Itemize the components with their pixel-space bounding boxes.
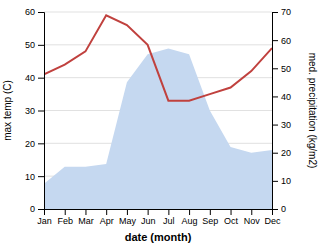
x-axis-tick-label: Nov xyxy=(244,216,261,226)
y2-axis-tick-mark xyxy=(272,12,278,13)
x-axis-tick: Apr xyxy=(100,209,114,226)
x-axis-tick: Aug xyxy=(182,209,198,226)
plot: JanFebMarAprMayJunJulAugSepOctNovDec0102… xyxy=(25,7,291,226)
y2-axis-tick-mark xyxy=(272,153,278,154)
y2-axis-tick-label: 50 xyxy=(281,64,291,74)
y2-axis-line xyxy=(273,13,279,210)
y2-axis-tick-mark xyxy=(272,40,278,41)
x-axis-tick-label: Jun xyxy=(141,216,156,226)
y-axis-tick-mark xyxy=(38,12,44,13)
x-axis-tick: Feb xyxy=(57,209,73,226)
x-axis-tick-label: Jan xyxy=(37,216,52,226)
line xyxy=(44,15,272,100)
y2-axis-tick: 0 xyxy=(272,204,286,214)
y2-axis-tick: 20 xyxy=(272,148,291,158)
chart-container: JanFebMarAprMayJunJulAugSepOctNovDec0102… xyxy=(0,0,318,247)
y-axis-tick-label: 50 xyxy=(25,40,35,50)
x-axis-tick-mark xyxy=(127,209,128,215)
x-axis: Jan Feb Mar Apr May Jun Jul Aug Sep Oct NovDec xyxy=(37,209,281,226)
y2-axis-tick-mark xyxy=(272,125,278,126)
y2-axis-tick-label: 40 xyxy=(281,92,291,102)
x-axis-tick-label: May xyxy=(119,216,137,226)
y-axis-tick-label: 40 xyxy=(25,73,35,83)
x-axis-tick: Oct xyxy=(224,209,239,226)
y2-axis-tick-label: 20 xyxy=(281,148,291,158)
x-axis-tick: Jul xyxy=(163,209,175,226)
y-axis-tick: 20 xyxy=(25,139,44,149)
y-axis-tick: 60 xyxy=(25,7,44,17)
x-axis-tick-label: Feb xyxy=(57,216,73,226)
y-axis-tick-label: 60 xyxy=(25,7,35,17)
x-axis-tick-label: Jul xyxy=(163,216,175,226)
y2-axis-tick-mark xyxy=(272,68,278,69)
x-axis-tick: Jan xyxy=(37,209,52,226)
x-axis-line xyxy=(45,210,273,216)
y2-axis-tick-label: 0 xyxy=(281,204,286,214)
y-axis-tick-mark xyxy=(38,78,44,79)
x-axis-tick-mark xyxy=(65,209,66,215)
x-axis-tick: Sep xyxy=(202,209,218,226)
y-axis-tick: 40 xyxy=(25,73,44,83)
x-axis-tick: May xyxy=(119,209,137,226)
x-axis-tick-mark xyxy=(148,209,149,215)
y2-axis-tick-mark xyxy=(272,209,278,210)
x-axis-tick-mark xyxy=(189,209,190,215)
x-axis-title: date (month) xyxy=(125,231,192,243)
y-axis-tick-label: 0 xyxy=(30,204,35,214)
x-axis-tick-label: Mar xyxy=(78,216,94,226)
y-axis-line xyxy=(38,13,45,210)
x-axis-tick-label: Oct xyxy=(224,216,239,226)
y2-axis-tick: 70 xyxy=(272,7,291,17)
y2-axis-tick-label: 10 xyxy=(281,176,291,186)
y-axis-tick: 30 xyxy=(25,106,44,116)
x-axis-tick-label: Sep xyxy=(202,216,218,226)
y-axis-tick-mark xyxy=(38,45,44,46)
y-axis-tick-mark xyxy=(38,143,44,144)
x-axis-tick-mark xyxy=(231,209,232,215)
x-axis-tick: Mar xyxy=(78,209,94,226)
y2-axis-tick-mark xyxy=(272,96,278,97)
x-axis-tick-mark xyxy=(251,209,252,215)
y-axis-tick-label: 20 xyxy=(25,139,35,149)
grid-line xyxy=(44,44,272,45)
y-axis-tick-label: 10 xyxy=(25,172,35,182)
y2-axis-tick: 50 xyxy=(272,64,291,74)
grid-line xyxy=(44,12,272,13)
x-axis-tick-mark xyxy=(106,209,107,215)
x-axis-tick-mark xyxy=(210,209,211,215)
y2-axis-tick: 40 xyxy=(272,92,291,102)
x-axis-tick-label: Aug xyxy=(182,216,198,226)
grid xyxy=(44,12,272,209)
x-axis-tick-mark xyxy=(168,209,169,215)
x-axis-tick: Jun xyxy=(141,209,156,226)
chart-svg: JanFebMarAprMayJunJulAugSepOctNovDec0102… xyxy=(0,0,318,247)
x-axis-tick-label: Dec xyxy=(264,216,281,226)
y2-axis-tick: 60 xyxy=(272,36,291,46)
marks xyxy=(44,15,272,209)
y2-axis-tick-label: 70 xyxy=(281,7,291,17)
y-axis-tick-mark xyxy=(38,176,44,177)
y-axis-tick: 50 xyxy=(25,40,44,50)
y2-axis-tick: 30 xyxy=(272,120,291,130)
y-axis-title: max temp (C) xyxy=(2,80,13,141)
y-axis-tick-mark xyxy=(38,111,44,112)
y-axis-tick: 0 xyxy=(30,204,44,214)
y2-axis-tick-label: 60 xyxy=(281,36,291,46)
y-axis: 0 10 20 30 40 50 60 xyxy=(25,7,45,214)
y2-axis-tick-label: 30 xyxy=(281,120,291,130)
y-axis-tick: 10 xyxy=(25,172,44,182)
y2-axis-tick: 10 xyxy=(272,176,291,186)
y-axis-tick-label: 30 xyxy=(25,106,35,116)
x-axis-tick-mark xyxy=(85,209,86,215)
x-axis-tick: Nov xyxy=(244,209,261,226)
y2-axis-tick-mark xyxy=(272,181,278,182)
y2-axis-title: med. precipitation (kg/m2) xyxy=(307,53,318,169)
x-axis-tick: Dec xyxy=(264,209,281,226)
y2-axis: 0 10 20 30 40 50 60 70 xyxy=(272,7,291,214)
y-axis-tick-mark xyxy=(38,209,44,210)
x-axis-tick-label: Apr xyxy=(100,216,114,226)
